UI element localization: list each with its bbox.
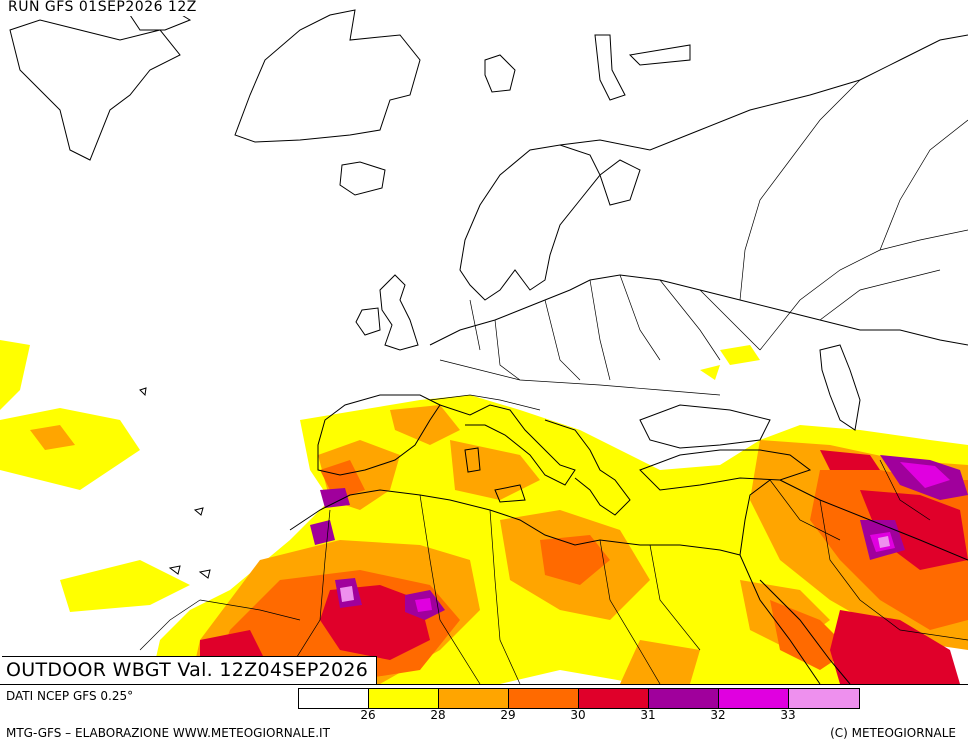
- legend-tick: 31: [640, 708, 656, 722]
- legend-tick: 32: [710, 708, 726, 722]
- legend-swatch-5: [579, 689, 649, 708]
- legend-swatch-1: [299, 689, 369, 708]
- wbgt-map: [0, 7, 968, 684]
- legend-tick: 29: [500, 708, 516, 722]
- legend-swatch-7: [719, 689, 789, 708]
- legend-swatch-3: [439, 689, 509, 708]
- credit-right: (C) METEOGIORNALE: [830, 726, 956, 740]
- legend-tick: 28: [430, 708, 446, 722]
- legend-swatch-4: [509, 689, 579, 708]
- wbgt-fill-33: [340, 536, 890, 602]
- credit-left: MTG-GFS – ELABORAZIONE WWW.METEOGIORNALE…: [6, 726, 330, 740]
- legend-swatch-2: [369, 689, 439, 708]
- legend-tick: 30: [570, 708, 586, 722]
- legend-swatch-6: [649, 689, 719, 708]
- legend-tick: 26: [360, 708, 376, 722]
- wbgt-fill-31: [310, 455, 968, 620]
- data-source-label: DATI NCEP GFS 0.25°: [6, 689, 134, 703]
- wbgt-fill-30: [200, 450, 968, 684]
- legend-swatch-8: [789, 689, 859, 708]
- wbgt-fill-32: [415, 462, 950, 612]
- run-title: RUN GFS 01SEP2026 12Z: [6, 0, 199, 16]
- legend-tick: 33: [780, 708, 796, 722]
- country-borders: [139, 79, 968, 684]
- footer: DATI NCEP GFS 0.25° 26 28 29 30 31 32 33…: [0, 684, 968, 746]
- valid-time-label: OUTDOOR WBGT Val. 12Z04SEP2026: [2, 656, 378, 684]
- legend-ticks: 26 28 29 30 31 32 33: [298, 708, 862, 724]
- color-legend: [298, 688, 860, 709]
